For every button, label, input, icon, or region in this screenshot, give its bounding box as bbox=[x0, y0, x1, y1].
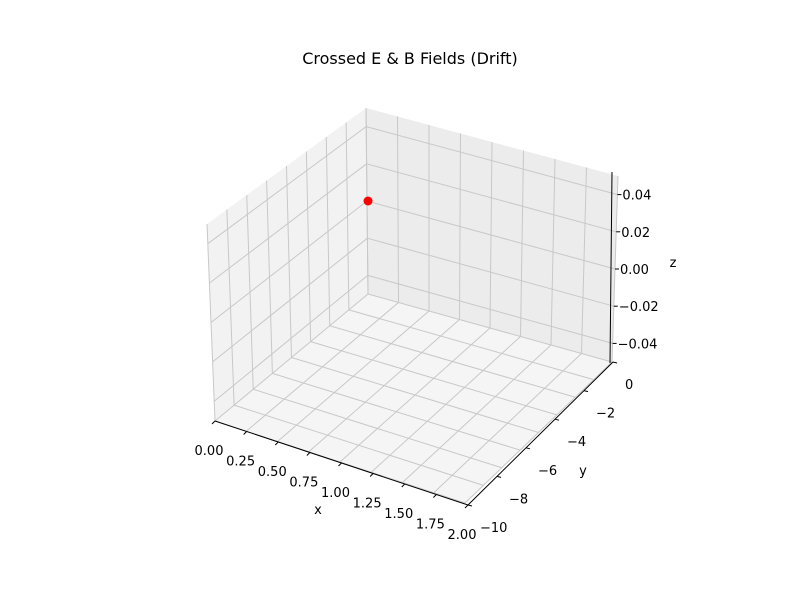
gridline-floor-y bbox=[310, 341, 558, 416]
chart-title: Crossed E & B Fields (Drift) bbox=[302, 49, 518, 68]
gridline-right-wall-z bbox=[366, 200, 616, 270]
z-tick-label: −0.04 bbox=[618, 337, 658, 352]
gridline-floor-y bbox=[291, 357, 539, 433]
y-axis-label: y bbox=[579, 464, 587, 479]
y-tick-label: −10 bbox=[480, 521, 507, 536]
y-tick-label: −2 bbox=[596, 407, 615, 422]
x-tick-label: 1.75 bbox=[416, 518, 445, 533]
x-tick-label: 1.25 bbox=[353, 497, 382, 512]
gridline-floor-y bbox=[367, 293, 613, 363]
gridline-left-wall-z bbox=[213, 275, 369, 402]
x-tick-label: 0.50 bbox=[258, 465, 287, 480]
chart-tick-labels: 0.000.250.500.751.001.251.501.752.000−2−… bbox=[195, 189, 659, 543]
z-axis-label: z bbox=[670, 256, 677, 271]
gridline-floor-y bbox=[253, 388, 502, 469]
y-tick-mark bbox=[612, 361, 618, 364]
z-tick-label: −0.02 bbox=[619, 300, 659, 315]
y-tick-mark bbox=[496, 475, 502, 478]
gridline-right-wall-z bbox=[366, 126, 618, 196]
x-tick-label: 0.25 bbox=[226, 455, 255, 470]
gridline-left-wall-z bbox=[209, 163, 367, 284]
x-tick-label: 2.00 bbox=[448, 528, 477, 543]
gridline-right-wall-z bbox=[367, 274, 613, 344]
gridline-right-wall-z bbox=[366, 163, 617, 233]
x-tick-label: 0.00 bbox=[195, 444, 224, 459]
z-tick-label: 0.00 bbox=[620, 263, 649, 278]
z-tick-label: 0.04 bbox=[622, 189, 651, 204]
x-tick-mark bbox=[433, 494, 437, 498]
y-tick-mark bbox=[467, 504, 473, 507]
x-tick-label: 0.75 bbox=[289, 476, 318, 491]
y-tick-mark bbox=[554, 418, 560, 421]
z-axis-line bbox=[609, 171, 613, 364]
gridline-floor-y bbox=[348, 309, 594, 381]
x-tick-mark bbox=[464, 504, 469, 509]
gridline-floor-y bbox=[233, 404, 484, 486]
gridline-left-wall-z bbox=[212, 237, 368, 363]
y-tick-mark bbox=[583, 390, 589, 393]
chart-marks bbox=[363, 196, 373, 206]
y-axis-line bbox=[467, 361, 614, 506]
x-tick-label: 1.50 bbox=[384, 507, 413, 522]
y-tick-label: −6 bbox=[538, 464, 557, 479]
gridline-floor-y bbox=[329, 325, 576, 398]
x-tick-mark bbox=[338, 462, 342, 467]
pane-floor bbox=[215, 294, 612, 503]
x-tick-mark bbox=[401, 483, 406, 488]
x-tick-mark bbox=[306, 452, 311, 456]
pane-left bbox=[207, 108, 368, 421]
gridline-left-wall-z bbox=[210, 200, 368, 323]
gridline-floor-y bbox=[272, 372, 521, 451]
x-tick-mark bbox=[274, 441, 279, 446]
chart-gridlines bbox=[206, 107, 619, 504]
x-tick-mark bbox=[243, 431, 247, 435]
y-tick-mark bbox=[525, 447, 531, 450]
x-tick-mark bbox=[369, 473, 374, 477]
y-tick-label: −4 bbox=[567, 435, 586, 450]
x-tick-label: 1.00 bbox=[321, 486, 350, 501]
chart-panes bbox=[207, 108, 618, 503]
x-tick-mark bbox=[211, 420, 216, 425]
z-tick-label: 0.02 bbox=[621, 226, 650, 241]
gridline-right-wall-z bbox=[367, 237, 614, 307]
x-axis-label: x bbox=[314, 503, 322, 518]
y-tick-label: 0 bbox=[625, 378, 633, 393]
data-point bbox=[363, 196, 373, 206]
gridline-left-wall-z bbox=[207, 126, 367, 245]
y-tick-label: −8 bbox=[509, 492, 528, 507]
